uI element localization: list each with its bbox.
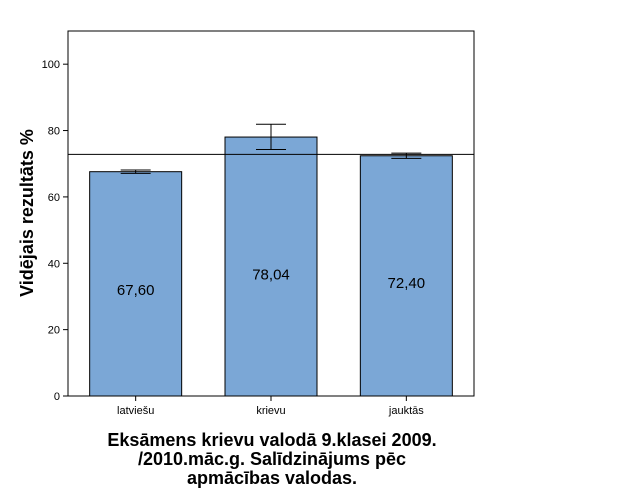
- bar: [224, 136, 318, 397]
- x-axis-title-line-2: /2010.māc.g. Salīdzinājums pēc: [138, 449, 406, 469]
- bar: [359, 155, 453, 397]
- data-label: 67,60: [117, 282, 155, 299]
- y-tick-label: 20: [48, 325, 60, 337]
- y-tick-label: 100: [42, 59, 60, 71]
- x-tick-label: jauktās: [388, 405, 424, 417]
- x-axis-title-line-1: Eksāmens krievu valodā 9.klasei 2009.: [107, 430, 436, 450]
- bars-group: [89, 136, 453, 397]
- y-axis: 0 20 40 60 80 100: [42, 59, 68, 403]
- data-label: 78,04: [252, 266, 290, 283]
- y-tick-label: 80: [48, 126, 60, 138]
- value-labels-group: 67,60 78,04 72,40: [117, 266, 425, 299]
- x-tick-label: krievu: [256, 405, 285, 417]
- x-tick-label: latviešu: [117, 405, 154, 417]
- data-label: 72,40: [388, 275, 426, 292]
- y-axis-title: Vidējais rezultāts %: [17, 129, 37, 297]
- y-tick-label: 40: [48, 258, 60, 270]
- y-tick-label: 0: [54, 391, 60, 403]
- y-tick-label: 60: [48, 192, 60, 204]
- error-bars-group: [120, 123, 422, 174]
- x-axis-title-line-3: apmācības valodas.: [187, 468, 357, 488]
- x-axis: latviešu krievu jauktās: [117, 396, 424, 417]
